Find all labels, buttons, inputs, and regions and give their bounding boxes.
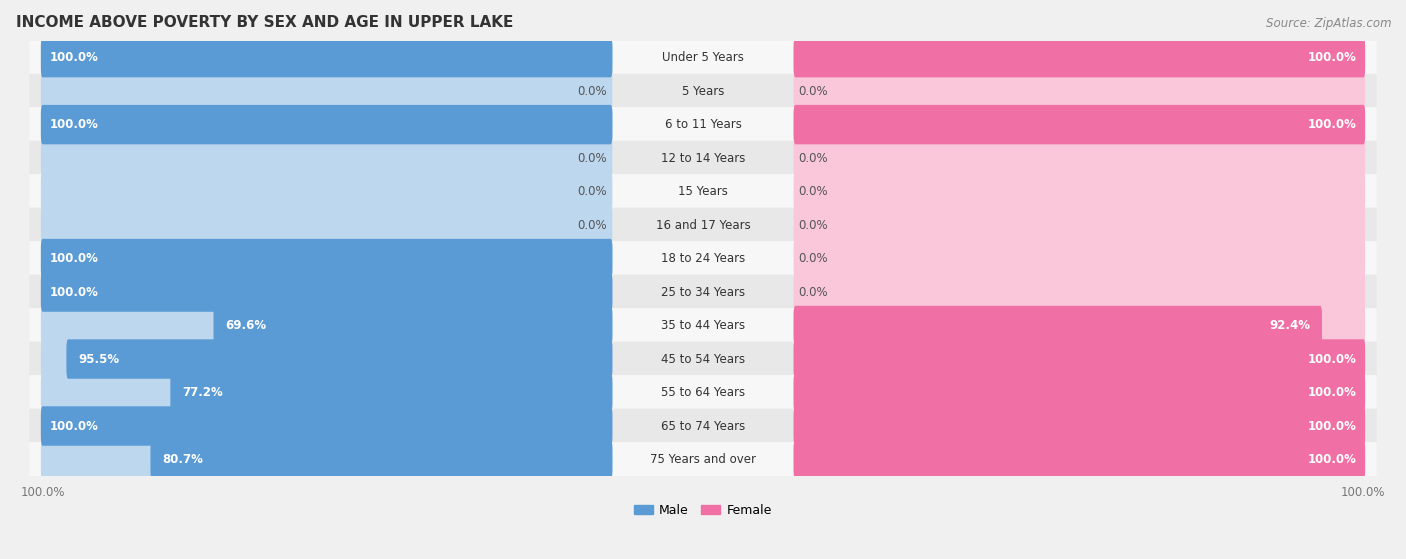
FancyBboxPatch shape: [41, 105, 613, 144]
Text: 0.0%: 0.0%: [578, 185, 607, 198]
FancyBboxPatch shape: [41, 406, 613, 446]
FancyBboxPatch shape: [793, 38, 1365, 77]
Text: 0.0%: 0.0%: [799, 185, 828, 198]
FancyBboxPatch shape: [793, 339, 1365, 379]
FancyBboxPatch shape: [793, 172, 1365, 211]
Text: 12 to 14 Years: 12 to 14 Years: [661, 151, 745, 164]
FancyBboxPatch shape: [793, 72, 1365, 111]
Text: 0.0%: 0.0%: [799, 151, 828, 164]
FancyBboxPatch shape: [30, 409, 1376, 443]
FancyBboxPatch shape: [30, 442, 1376, 477]
Text: 100.0%: 100.0%: [49, 252, 98, 265]
FancyBboxPatch shape: [30, 241, 1376, 276]
Text: 65 to 74 Years: 65 to 74 Years: [661, 419, 745, 433]
FancyBboxPatch shape: [793, 406, 1365, 446]
FancyBboxPatch shape: [30, 342, 1376, 376]
FancyBboxPatch shape: [793, 38, 1365, 77]
Text: 18 to 24 Years: 18 to 24 Years: [661, 252, 745, 265]
Text: 16 and 17 Years: 16 and 17 Years: [655, 219, 751, 231]
Text: 100.0%: 100.0%: [1308, 386, 1357, 399]
FancyBboxPatch shape: [41, 38, 613, 77]
Text: 25 to 34 Years: 25 to 34 Years: [661, 286, 745, 299]
FancyBboxPatch shape: [41, 172, 613, 211]
FancyBboxPatch shape: [150, 440, 613, 479]
FancyBboxPatch shape: [793, 105, 1365, 144]
FancyBboxPatch shape: [30, 107, 1376, 142]
FancyBboxPatch shape: [41, 406, 613, 446]
Text: Under 5 Years: Under 5 Years: [662, 51, 744, 64]
Text: 100.0%: 100.0%: [49, 118, 98, 131]
Text: 100.0%: 100.0%: [1308, 51, 1357, 64]
FancyBboxPatch shape: [30, 308, 1376, 343]
Text: 77.2%: 77.2%: [183, 386, 222, 399]
FancyBboxPatch shape: [41, 339, 613, 379]
FancyBboxPatch shape: [41, 139, 613, 178]
Text: 80.7%: 80.7%: [162, 453, 202, 466]
Text: 100.0%: 100.0%: [1308, 419, 1357, 433]
Text: 100.0%: 100.0%: [49, 419, 98, 433]
FancyBboxPatch shape: [30, 141, 1376, 176]
FancyBboxPatch shape: [41, 239, 613, 278]
FancyBboxPatch shape: [793, 239, 1365, 278]
FancyBboxPatch shape: [41, 373, 613, 412]
Text: 92.4%: 92.4%: [1270, 319, 1310, 332]
Text: 35 to 44 Years: 35 to 44 Years: [661, 319, 745, 332]
FancyBboxPatch shape: [30, 375, 1376, 410]
FancyBboxPatch shape: [30, 207, 1376, 243]
FancyBboxPatch shape: [793, 406, 1365, 446]
FancyBboxPatch shape: [793, 272, 1365, 312]
FancyBboxPatch shape: [170, 373, 613, 412]
FancyBboxPatch shape: [793, 440, 1365, 479]
Text: 45 to 54 Years: 45 to 54 Years: [661, 353, 745, 366]
FancyBboxPatch shape: [30, 40, 1376, 75]
Text: Source: ZipAtlas.com: Source: ZipAtlas.com: [1267, 17, 1392, 30]
FancyBboxPatch shape: [30, 74, 1376, 108]
Text: INCOME ABOVE POVERTY BY SEX AND AGE IN UPPER LAKE: INCOME ABOVE POVERTY BY SEX AND AGE IN U…: [17, 15, 513, 30]
Text: 0.0%: 0.0%: [799, 219, 828, 231]
FancyBboxPatch shape: [30, 174, 1376, 209]
FancyBboxPatch shape: [41, 239, 613, 278]
FancyBboxPatch shape: [41, 272, 613, 312]
FancyBboxPatch shape: [793, 105, 1365, 144]
Text: 6 to 11 Years: 6 to 11 Years: [665, 118, 741, 131]
Text: 0.0%: 0.0%: [578, 84, 607, 98]
Text: 55 to 64 Years: 55 to 64 Years: [661, 386, 745, 399]
Text: 0.0%: 0.0%: [578, 151, 607, 164]
FancyBboxPatch shape: [30, 274, 1376, 310]
FancyBboxPatch shape: [66, 339, 613, 379]
FancyBboxPatch shape: [41, 272, 613, 312]
FancyBboxPatch shape: [793, 306, 1365, 345]
FancyBboxPatch shape: [214, 306, 613, 345]
FancyBboxPatch shape: [41, 72, 613, 111]
FancyBboxPatch shape: [793, 373, 1365, 412]
FancyBboxPatch shape: [41, 205, 613, 245]
Text: 5 Years: 5 Years: [682, 84, 724, 98]
FancyBboxPatch shape: [41, 440, 613, 479]
FancyBboxPatch shape: [793, 373, 1365, 412]
FancyBboxPatch shape: [793, 306, 1322, 345]
Text: 100.0%: 100.0%: [49, 286, 98, 299]
FancyBboxPatch shape: [41, 306, 613, 345]
FancyBboxPatch shape: [793, 139, 1365, 178]
Text: 95.5%: 95.5%: [79, 353, 120, 366]
Text: 100.0%: 100.0%: [1308, 453, 1357, 466]
Legend: Male, Female: Male, Female: [630, 499, 776, 522]
Text: 0.0%: 0.0%: [578, 219, 607, 231]
Text: 0.0%: 0.0%: [799, 84, 828, 98]
FancyBboxPatch shape: [793, 440, 1365, 479]
FancyBboxPatch shape: [793, 205, 1365, 245]
Text: 100.0%: 100.0%: [1308, 353, 1357, 366]
Text: 15 Years: 15 Years: [678, 185, 728, 198]
Text: 75 Years and over: 75 Years and over: [650, 453, 756, 466]
FancyBboxPatch shape: [41, 105, 613, 144]
Text: 0.0%: 0.0%: [799, 252, 828, 265]
FancyBboxPatch shape: [793, 339, 1365, 379]
Text: 69.6%: 69.6%: [225, 319, 266, 332]
Text: 100.0%: 100.0%: [1308, 118, 1357, 131]
Text: 0.0%: 0.0%: [799, 286, 828, 299]
FancyBboxPatch shape: [41, 38, 613, 77]
Text: 100.0%: 100.0%: [49, 51, 98, 64]
